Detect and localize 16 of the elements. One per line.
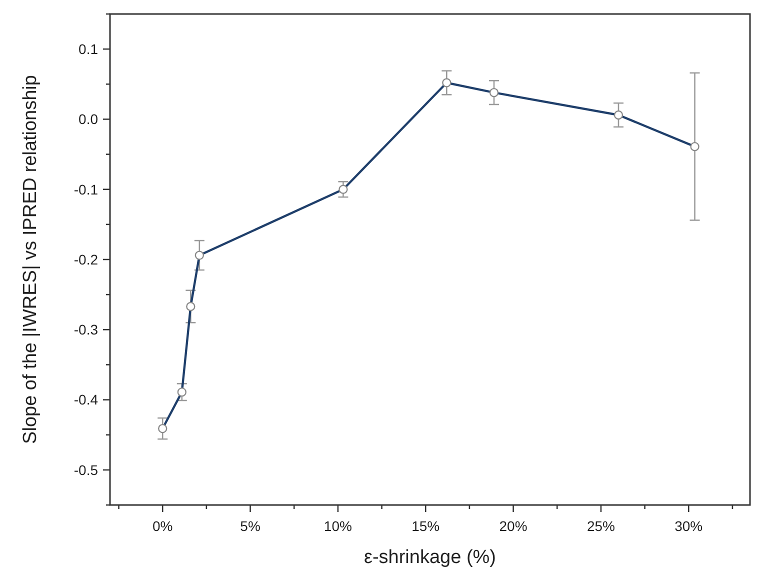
x-tick-label: 20% <box>499 518 528 534</box>
y-tick-label: 0.1 <box>78 40 98 57</box>
x-tick-label: 25% <box>586 518 615 534</box>
x-tick-label: 30% <box>674 518 703 534</box>
x-tick-label: 10% <box>324 518 352 534</box>
y-tick-label: -0.2 <box>74 251 98 268</box>
x-axis-title: ε-shrinkage (%) <box>364 547 496 568</box>
x-tick-label: 5% <box>240 518 260 534</box>
x-tick-label: 15% <box>412 518 440 534</box>
y-tick-label: -0.1 <box>74 181 98 198</box>
y-tick-label: 0.0 <box>78 111 98 128</box>
y-tick-label: -0.5 <box>74 462 98 478</box>
x-tick-label: 0% <box>152 518 173 534</box>
y-axis-title: Slope of the |IWRES| vs IPRED relationship <box>20 75 41 444</box>
y-tick-label: -0.3 <box>74 322 98 338</box>
y-tick-label: -0.4 <box>74 392 98 408</box>
